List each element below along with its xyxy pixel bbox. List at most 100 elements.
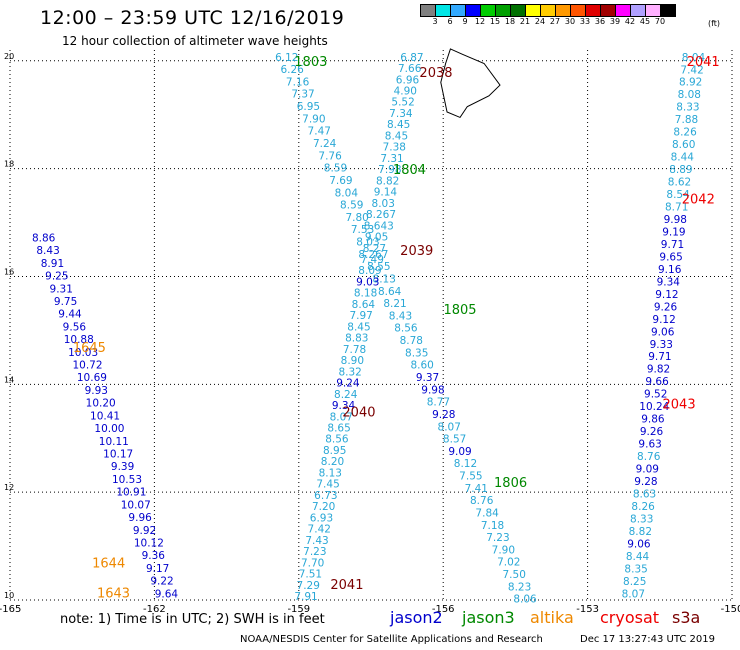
wave-height-value: 10.88 [64,334,94,346]
wave-height-value: 8.62 [668,177,691,189]
wave-height-value: 10.53 [112,474,142,486]
wave-height-value: 8.267 [366,209,396,221]
wave-height-value: 8.54 [666,189,690,201]
wave-height-value: 4.90 [394,85,417,97]
pass-id-label: 2040 [342,406,375,421]
wave-height-value: 9.34 [657,276,681,288]
wave-height-value: 8.60 [410,360,433,372]
wave-height-value: 9.96 [128,512,152,524]
wave-height-value: 7.31 [380,153,403,165]
wave-height-value: 9.14 [374,187,398,199]
wave-height-value: 7.41 [465,483,488,495]
lat-tick-label: 14 [4,375,14,384]
wave-height-value: 6.95 [297,101,320,113]
wave-height-value: 7.24 [313,138,337,150]
wave-height-value: 7.90 [492,544,515,556]
wave-height-value: 9.66 [645,376,669,388]
wave-height-value: 8.76 [470,495,494,507]
wave-height-value: 8.21 [383,298,406,310]
wave-height-value: 8.267 [358,249,388,261]
wave-height-value: 8.83 [345,333,368,345]
lon-tick-label: -156 [432,604,455,615]
wave-height-value: 8.45 [385,130,408,142]
pass-id-label: 1805 [443,303,476,318]
color-scale-labels: 3 6 9 12 15 18 21 24 27 30 33 36 39 42 45 70 [420,17,675,26]
scale-swatch [660,4,676,17]
wave-height-value: 8.24 [334,389,358,401]
wave-height-value: 7.80 [345,212,368,224]
wave-height-value: 9.71 [648,351,671,363]
footer-timestamp: Dec 17 13:27:43 UTC 2019 [580,634,715,645]
wave-height-value: 8.32 [338,366,361,378]
lon-tick-label: -162 [143,604,166,615]
wave-height-value: 7.55 [459,471,482,483]
wave-height-value: 7.38 [383,142,406,154]
wave-height-value: 7.66 [398,63,422,75]
color-scale-legend: 3 6 9 12 15 18 21 24 27 30 33 36 39 42 45 70 (ft) [420,4,720,28]
wave-height-value: 7.50 [503,569,526,581]
wave-height-value: 8.27 [363,243,386,255]
wave-height-value: 6.87 [400,52,423,64]
wave-height-value: 10.11 [99,436,129,448]
wave-height-value: 8.09 [358,265,381,277]
wave-height-value: 9.28 [634,476,657,488]
color-scale-unit: (ft) [708,19,721,28]
pass-id-label: 2042 [682,193,715,208]
lon-tick-label: -159 [287,604,310,615]
wave-height-value: 10.24 [639,401,669,413]
wave-height-value: 10.20 [86,398,116,410]
wave-height-value: 8.55 [367,261,390,273]
wave-height-value: 7.37 [291,89,314,101]
wave-height-value: 8.59 [324,163,347,175]
lat-tick-label: 12 [4,483,14,492]
hawaii-island-outline [440,48,501,119]
scale-label: 30 [564,17,576,26]
wave-height-value: 9.98 [421,384,444,396]
wave-height-value: 10.12 [134,537,164,549]
wave-height-value: 9.82 [647,364,670,376]
lon-tick-label: -150 [721,604,740,615]
scale-label: 9 [462,17,468,26]
wave-height-value: 8.95 [323,445,346,457]
wave-height-value: 9.34 [332,400,356,412]
scale-label: 18 [504,17,516,26]
pass-id-label: 2039 [400,244,433,259]
wave-height-value: 8.77 [427,397,450,409]
wave-height-value: 7.18 [481,520,504,532]
wave-height-value: 8.91 [41,258,64,270]
wave-height-value: 9.09 [636,464,659,476]
wave-height-value: 8.18 [354,288,377,300]
wave-height-value: 9.98 [664,214,687,226]
wave-height-value: 8.04 [682,52,706,64]
wave-height-value: 8.43 [389,310,412,322]
legend-jason3: jason3 [462,608,515,627]
wave-height-value: 9.33 [650,339,673,351]
legend-altika: altika [530,608,574,627]
wave-height-value: 8.12 [454,458,477,470]
wave-height-value: 7.20 [312,501,335,513]
wave-height-value: 7.47 [308,126,331,138]
wave-height-value: 8.20 [321,456,344,468]
pass-id-label: 1804 [393,163,426,178]
wave-height-value: 9.06 [627,538,651,550]
wave-height-value: 9.36 [142,550,166,562]
wave-height-value: 9.19 [662,226,685,238]
wave-height-value: 8.64 [378,286,402,298]
wave-height-value: 9.28 [432,409,455,421]
wave-height-value: 8.07 [622,588,645,600]
wave-height-value: 9.09 [448,446,471,458]
wave-height-value: 9.16 [658,264,682,276]
wave-height-value: 7.43 [305,535,328,547]
lon-tick-label: -153 [576,604,599,615]
wave-height-value: 8.76 [637,451,661,463]
wave-height-value: 9.05 [365,232,388,244]
wave-height-value: 7.84 [475,507,499,519]
wave-height-value: 6.93 [310,512,333,524]
scale-label: 21 [519,17,531,26]
wave-height-value: 8.63 [633,488,656,500]
wave-height-value: 8.44 [626,551,650,563]
lat-tick-label: 16 [4,267,14,276]
wave-height-value: 9.39 [111,461,134,473]
wave-height-value: 9.31 [50,283,73,295]
wave-height-value: 9.37 [416,372,439,384]
